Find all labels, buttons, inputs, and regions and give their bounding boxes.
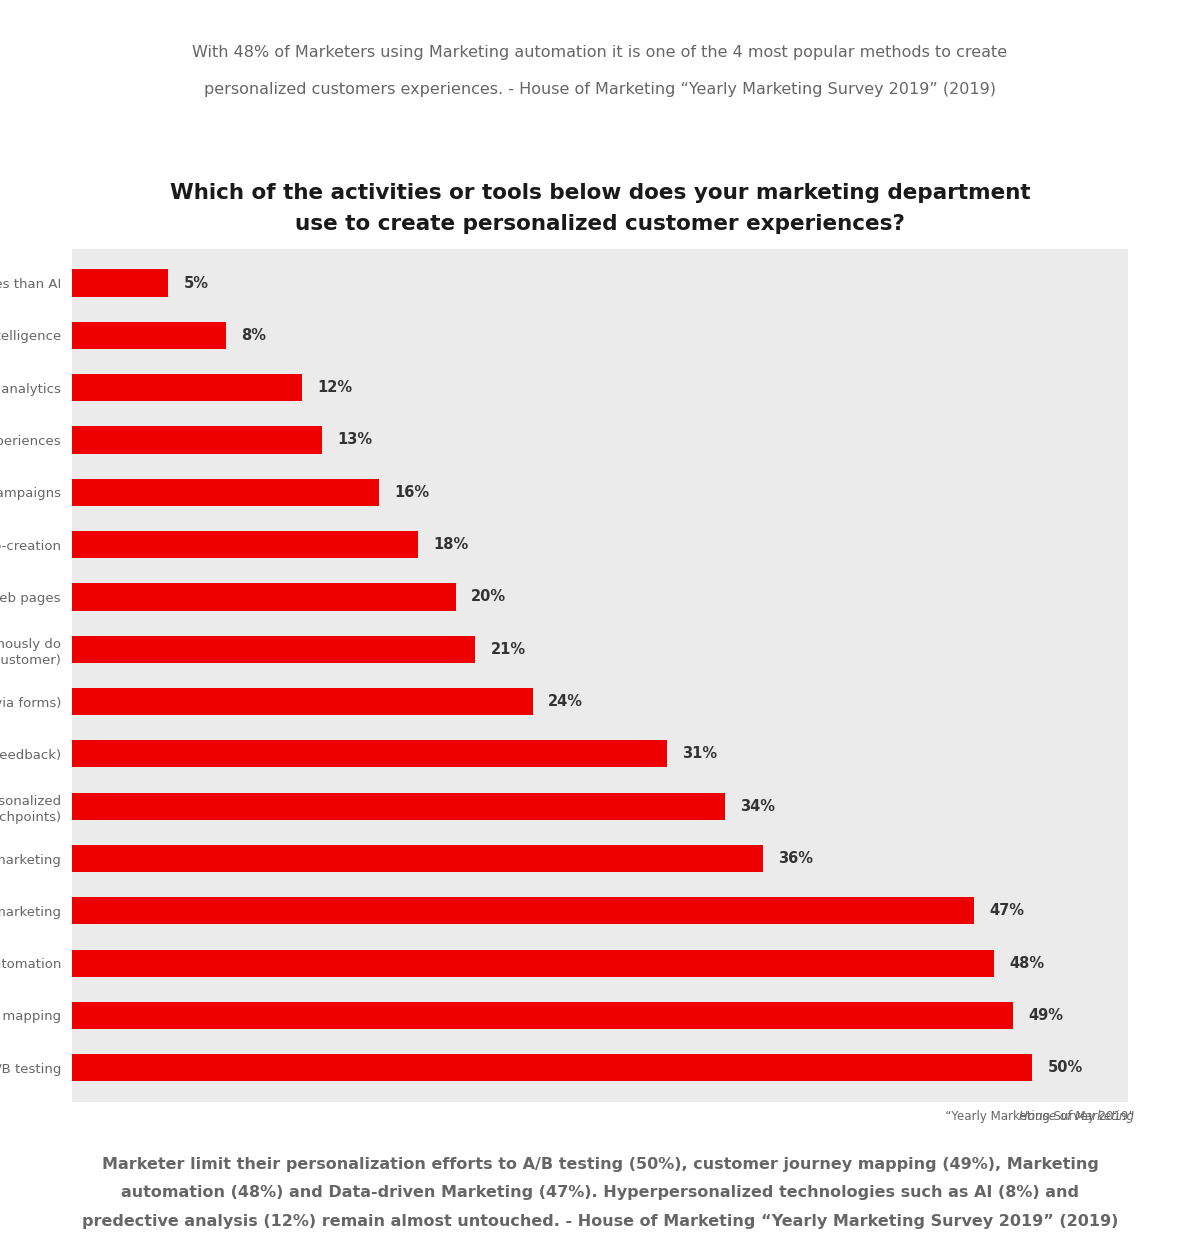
- Text: 34%: 34%: [740, 799, 775, 814]
- Text: Marketer limit their personalization efforts to A/B testing (50%), customer jour: Marketer limit their personalization eff…: [102, 1157, 1098, 1172]
- Bar: [72, 321, 226, 349]
- Bar: [72, 269, 168, 296]
- Text: With 48% of Marketers using Marketing automation it is one of the 4 most popular: With 48% of Marketers using Marketing au…: [192, 45, 1008, 60]
- Text: automation (48%) and Data-driven Marketing (47%). Hyperpersonalized technologies: automation (48%) and Data-driven Marketi…: [121, 1185, 1079, 1200]
- Bar: [72, 688, 533, 715]
- Text: 47%: 47%: [990, 904, 1025, 919]
- Text: 5%: 5%: [184, 275, 209, 290]
- Bar: [72, 636, 475, 662]
- Text: 24%: 24%: [548, 693, 583, 710]
- Bar: [72, 950, 994, 977]
- Text: 20%: 20%: [472, 589, 506, 604]
- Bar: [72, 374, 302, 401]
- Bar: [72, 532, 418, 558]
- Text: House of Marketing: House of Marketing: [1019, 1111, 1134, 1123]
- Bar: [72, 1055, 1032, 1082]
- Bar: [72, 1002, 1013, 1030]
- Bar: [72, 741, 667, 767]
- Bar: [72, 898, 974, 925]
- Text: “Yearly Marketing Survey 2019”: “Yearly Marketing Survey 2019”: [874, 1111, 1134, 1123]
- Text: 18%: 18%: [433, 537, 468, 552]
- Text: 8%: 8%: [241, 327, 266, 342]
- Bar: [72, 845, 763, 873]
- Text: personalized customers experiences. - House of Marketing “Yearly Marketing Surve: personalized customers experiences. - Ho…: [204, 82, 996, 97]
- Text: 13%: 13%: [337, 432, 372, 447]
- Text: 21%: 21%: [491, 641, 526, 657]
- Text: use to create personalized customer experiences?: use to create personalized customer expe…: [295, 214, 905, 234]
- Text: 50%: 50%: [1048, 1061, 1082, 1076]
- Bar: [72, 793, 725, 819]
- Text: 16%: 16%: [395, 484, 430, 499]
- Bar: [72, 478, 379, 505]
- Text: Which of the activities or tools below does your marketing department: Which of the activities or tools below d…: [169, 183, 1031, 203]
- Text: 49%: 49%: [1028, 1008, 1063, 1023]
- Text: 48%: 48%: [1009, 956, 1044, 971]
- Text: 12%: 12%: [318, 380, 353, 395]
- Bar: [72, 584, 456, 610]
- Bar: [72, 426, 322, 453]
- Text: predective analysis (12%) remain almost untouched. - House of Marketing “Yearly : predective analysis (12%) remain almost …: [82, 1214, 1118, 1229]
- Text: 31%: 31%: [683, 747, 718, 762]
- Text: 36%: 36%: [779, 852, 814, 867]
